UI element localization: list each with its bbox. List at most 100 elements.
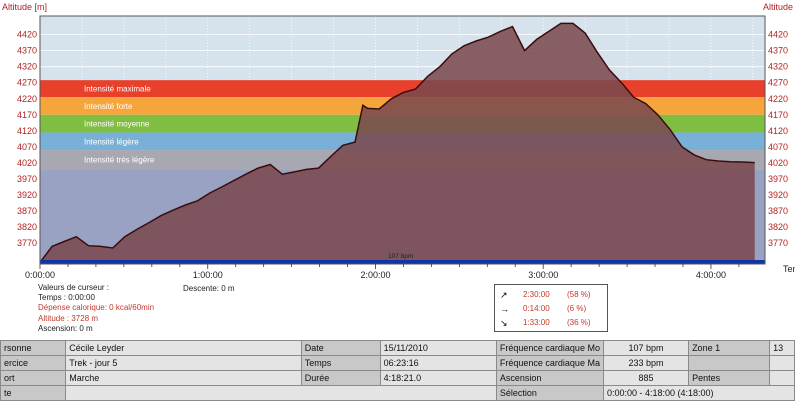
sport-label: ort [0, 370, 67, 386]
cursor-calories: Dépense calorique: 0 kcal/60min [38, 303, 155, 313]
hr-min-label: Fréquence cardiaque Mo [495, 340, 604, 356]
x-tick-label: 0:00:00 [25, 270, 55, 280]
intensity-zone-label: Intensité forte [84, 102, 133, 111]
hr-min-value: 107 bpm [602, 340, 690, 356]
intensity-zone-label: Intensité moyenne [84, 120, 150, 129]
x-tick-label: 1:00:00 [193, 270, 223, 280]
y-tick-label-right: 4170 [768, 110, 788, 120]
time-label: Temps [300, 355, 381, 371]
y-tick-label-right: 4020 [768, 158, 788, 168]
heart-rate-bar [40, 260, 765, 264]
y-tick-label-right: 3920 [768, 190, 788, 200]
person-value: Cécile Leyder [65, 340, 302, 356]
ascension-label: Ascension [495, 370, 604, 386]
y-tick-label-left: 4070 [17, 142, 37, 152]
y-tick-label-left: 4370 [17, 46, 37, 56]
table-row: ercice Trek - jour 5 Temps 06:23:16 Fréq… [0, 355, 795, 371]
intensity-zone-label: Intensité très légère [84, 156, 155, 165]
intensity-zone-label: Intensité maximale [84, 85, 151, 94]
hr-max-value: 233 bpm [602, 355, 690, 371]
y-tick-label-left: 4420 [17, 30, 37, 40]
altitude-chart: Altitude [m] Altitude Temps Intensité ma… [2, 2, 795, 280]
y-tick-label-left: 4020 [17, 158, 37, 168]
y-axis-label-left: Altitude [m] [2, 2, 47, 12]
session-info-table: rsonne Cécile Leyder Date 15/11/2010 Fré… [0, 340, 795, 401]
y-tick-label-left: 4120 [17, 126, 37, 136]
selection-value: 0:00:00 - 4:18:00 (4:18:00) [602, 385, 795, 401]
intensity-zone-label: Intensité légère [84, 137, 139, 146]
sport-value: Marche [65, 370, 302, 386]
heart-rate-bar-label: 107 bpm [388, 253, 413, 260]
y-tick-label-right: 3770 [768, 238, 788, 248]
cursor-time: Temps : 0:00:00 [38, 293, 95, 303]
cursor-values: Valeurs de curseur : Temps : 0:00:00 Dép… [38, 283, 154, 334]
exercise-label: ercice [0, 355, 67, 371]
y-tick-label-left: 3970 [17, 174, 37, 184]
slope-time: 1:33:00 [523, 318, 550, 327]
y-tick-label-left: 3870 [17, 206, 37, 216]
zone-label: Zone 1 [688, 340, 771, 356]
y-tick-label-right: 4070 [768, 142, 788, 152]
exercise-value: Trek - jour 5 [65, 355, 302, 371]
slope-time: 2:30:00 [523, 290, 550, 299]
person-label: rsonne [0, 340, 67, 356]
altitude-area [40, 23, 755, 265]
duration-label: Durée [300, 370, 381, 386]
note-label: te [0, 385, 67, 401]
y-axis-label-right: Altitude [763, 2, 793, 12]
slope-summary: ↗ 2:30:00 (58 %) → 0:14:00 (6 %) ↘ 1:33:… [494, 284, 608, 332]
altitude-line [39, 22, 755, 263]
time-value: 06:23:16 [379, 355, 497, 371]
x-tick-label: 2:00:00 [360, 270, 390, 280]
duration-value: 4:18:21.0 [379, 370, 497, 386]
y-tick-label-right: 4320 [768, 62, 788, 72]
y-tick-label-right: 4370 [768, 46, 788, 56]
table-row: ort Marche Durée 4:18:21.0 Ascension 885… [0, 370, 795, 386]
empty-cell [769, 370, 795, 386]
y-tick-label-right: 4420 [768, 30, 788, 40]
y-tick-label-right: 3820 [768, 222, 788, 232]
y-tick-label-right: 3970 [768, 174, 788, 184]
cursor-descente: Descente: 0 m [183, 284, 235, 293]
arrow-down-right-icon: ↘ [500, 318, 508, 328]
x-axis-label: Temps [783, 264, 795, 274]
slope-row-flat: → 0:14:00 (6 %) [495, 304, 607, 316]
y-tick-label-right: 4270 [768, 78, 788, 88]
slope-row-down: ↘ 1:33:00 (36 %) [495, 318, 607, 330]
slope-percent: (58 %) [567, 290, 591, 299]
slope-row-up: ↗ 2:30:00 (58 %) [495, 290, 607, 302]
y-tick-label-left: 3770 [17, 238, 37, 248]
table-row: te Sélection 0:00:00 - 4:18:00 (4:18:00) [0, 385, 795, 401]
slope-percent: (36 %) [567, 318, 591, 327]
y-tick-label-left: 4270 [17, 78, 37, 88]
arrow-right-icon: → [500, 304, 509, 314]
cursor-altitude: Altitude : 3728 m [38, 313, 99, 323]
empty-cell [688, 355, 771, 371]
hr-max-label: Fréquence cardiaque Ma [495, 355, 604, 371]
cursor-title: Valeurs de curseur : [38, 283, 109, 292]
x-tick-label: 4:00:00 [696, 270, 726, 280]
x-tick-label: 3:00:00 [528, 270, 558, 280]
table-row: rsonne Cécile Leyder Date 15/11/2010 Fré… [0, 340, 795, 356]
y-tick-label-left: 3920 [17, 190, 37, 200]
selection-label: Sélection [495, 385, 604, 401]
date-label: Date [300, 340, 381, 356]
plot-frame [39, 15, 766, 265]
y-tick-label-left: 4320 [17, 62, 37, 72]
y-tick-label-left: 3820 [17, 222, 37, 232]
zone-value: 13 [769, 340, 795, 356]
y-tick-label-left: 4170 [17, 110, 37, 120]
cursor-ascension: Ascension: 0 m [38, 323, 93, 333]
y-tick-label-right: 4220 [768, 94, 788, 104]
slope-percent: (6 %) [567, 304, 587, 313]
slopes-label: Pentes [688, 370, 771, 386]
ascension-value: 885 [602, 370, 690, 386]
y-tick-label-right: 3870 [768, 206, 788, 216]
arrow-up-right-icon: ↗ [500, 290, 508, 300]
note-value [65, 385, 497, 401]
empty-cell [769, 355, 795, 371]
y-tick-label-left: 4220 [17, 94, 37, 104]
y-tick-label-right: 4120 [768, 126, 788, 136]
date-value: 15/11/2010 [379, 340, 497, 356]
slope-time: 0:14:00 [523, 304, 550, 313]
